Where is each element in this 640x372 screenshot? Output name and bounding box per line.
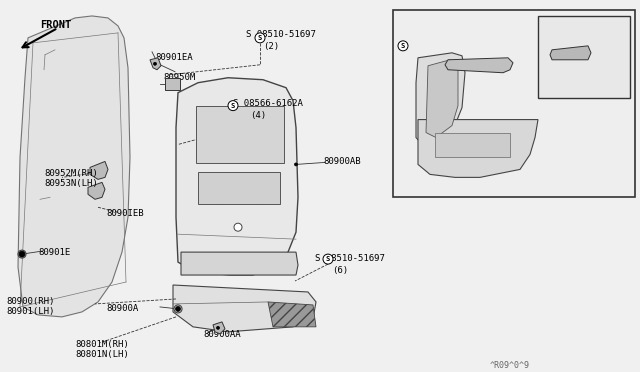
Text: S: S	[231, 103, 235, 109]
Text: 80900A: 80900A	[106, 304, 138, 313]
Text: 80900(RH): 80900(RH)	[6, 297, 54, 306]
Text: 80901EA: 80901EA	[155, 53, 193, 62]
Circle shape	[456, 62, 460, 66]
Circle shape	[175, 307, 180, 311]
Polygon shape	[268, 302, 316, 327]
Circle shape	[154, 62, 157, 65]
Polygon shape	[90, 161, 108, 179]
Text: S: S	[401, 43, 405, 49]
Polygon shape	[550, 46, 591, 60]
Text: (2): (2)	[263, 42, 279, 51]
Circle shape	[255, 33, 265, 43]
Polygon shape	[176, 78, 298, 275]
Circle shape	[19, 251, 25, 257]
Text: (6): (6)	[332, 266, 348, 275]
Polygon shape	[418, 119, 538, 177]
Circle shape	[174, 305, 182, 313]
Polygon shape	[173, 285, 316, 332]
Text: RH: RH	[544, 14, 556, 24]
Bar	[538, 16, 630, 98]
Polygon shape	[445, 58, 513, 73]
Text: 80801M(RH): 80801M(RH)	[75, 340, 129, 349]
Text: FRONT: FRONT	[40, 20, 71, 30]
Text: (4): (4)	[250, 110, 266, 120]
Polygon shape	[213, 322, 225, 334]
Circle shape	[323, 254, 333, 264]
Polygon shape	[181, 252, 298, 275]
Circle shape	[216, 326, 220, 329]
Circle shape	[398, 41, 408, 51]
Text: S: S	[326, 256, 330, 262]
Text: S 08510-51697: S 08510-51697	[315, 254, 385, 263]
Text: 80900AA: 80900AA	[203, 330, 241, 339]
Text: S 08510-51697: S 08510-51697	[246, 30, 316, 39]
Text: 80961: 80961	[502, 36, 529, 45]
Text: 80953N(LH): 80953N(LH)	[44, 179, 98, 188]
Text: (2): (2)	[416, 50, 432, 59]
Text: S 08566-6162A: S 08566-6162A	[233, 99, 303, 108]
Text: 80952M(RH): 80952M(RH)	[44, 169, 98, 179]
Circle shape	[294, 163, 298, 166]
Text: 80950M: 80950M	[163, 73, 195, 82]
Circle shape	[228, 101, 238, 110]
Text: 08510-51697: 08510-51697	[411, 40, 470, 49]
Text: 80901E: 80901E	[38, 248, 70, 257]
Polygon shape	[88, 182, 105, 199]
Bar	[196, 106, 284, 163]
Text: S: S	[258, 35, 262, 41]
Polygon shape	[150, 58, 161, 70]
Bar	[435, 132, 510, 157]
Polygon shape	[426, 60, 458, 138]
Bar	[198, 172, 280, 204]
Text: ^R09^0^9: ^R09^0^9	[490, 361, 530, 370]
Circle shape	[234, 223, 242, 231]
Bar	[393, 10, 635, 197]
Polygon shape	[416, 53, 465, 147]
Polygon shape	[165, 78, 180, 90]
Text: 80901(LH): 80901(LH)	[6, 307, 54, 316]
Text: 8090IEB: 8090IEB	[106, 209, 143, 218]
Text: 80960: 80960	[562, 38, 589, 47]
Text: 80801N(LH): 80801N(LH)	[75, 350, 129, 359]
Text: 80900AB: 80900AB	[323, 157, 360, 166]
Polygon shape	[18, 16, 130, 317]
Circle shape	[18, 250, 26, 258]
Text: FOR POWER WINDOW: FOR POWER WINDOW	[397, 14, 491, 24]
